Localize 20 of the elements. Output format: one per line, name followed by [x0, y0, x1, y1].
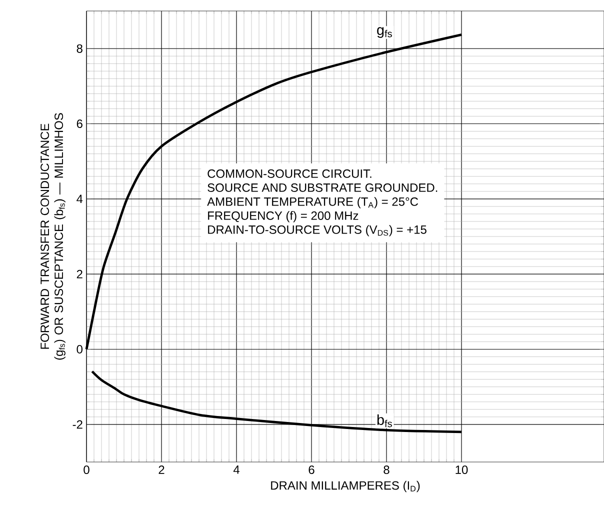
annotation: COMMON-SOURCE CIRCUIT. — [208, 169, 372, 178]
annotation: SOURCE AND SUBSTRATE GROUNDED. — [208, 183, 438, 192]
x-tick-label: 6 — [308, 466, 314, 474]
annotation: AMBIENT TEMPERATURE (T$_{A}$) = 25°C — [207, 197, 418, 208]
x-axis-title: DRAIN MILLIAMPERES (I$_{D}$) — [271, 480, 420, 492]
series-label: g$_{fs}$ — [377, 27, 392, 38]
annotation: DRAIN-TO-SOURCE VOLTS (V$_{DS}$) = +15 — [208, 225, 426, 236]
y-tick-label: 0 — [76, 345, 83, 354]
y-tick-label: 4 — [76, 194, 83, 204]
y-tick-label: -2 — [72, 420, 82, 429]
x-tick-label: 10 — [456, 466, 468, 474]
x-tick-label: 2 — [158, 466, 164, 474]
y-tick-label: 6 — [76, 120, 82, 128]
x-tick-label: 4 — [233, 466, 240, 474]
series-label: b$_{fs}$ — [377, 414, 392, 428]
y-tick-label: 8 — [76, 44, 82, 53]
x-tick-label: 0 — [84, 466, 90, 474]
y-tick-label: 2 — [76, 270, 82, 278]
annotation: FREQUENCY (f) = 200 MHz — [208, 211, 358, 222]
x-tick-label: 8 — [384, 466, 390, 474]
